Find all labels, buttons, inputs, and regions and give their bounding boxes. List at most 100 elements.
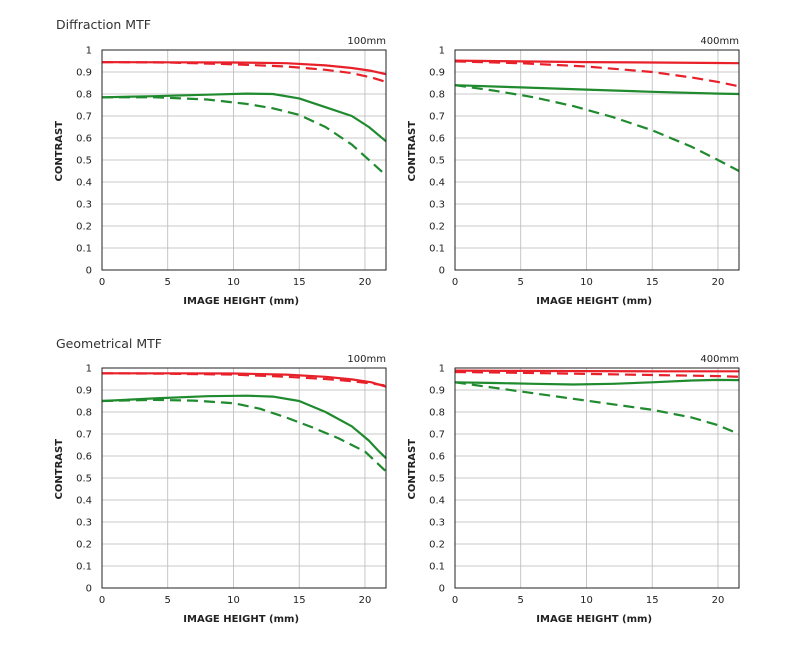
y-tick-label: 0.4 [429,496,445,507]
focal-length-label: 400mm [700,354,739,365]
y-tick-label: 1 [439,46,445,57]
y-tick-label: 0 [86,266,92,277]
focal-length-label: 100mm [347,36,386,47]
y-tick-label: 0.1 [76,562,92,573]
x-tick-label: 10 [580,595,593,606]
x-tick-label: 5 [165,595,171,606]
x-axis-label: IMAGE HEIGHT (mm) [183,296,299,307]
y-tick-label: 0.7 [429,112,445,123]
series-line-red-dashed [101,372,387,387]
y-tick-label: 0.2 [429,222,445,233]
plot-frame [101,49,387,271]
y-tick-label: 0.1 [76,244,92,255]
x-tick-label: 0 [452,277,458,288]
y-tick-label: 1 [86,364,92,375]
y-tick-label: 0 [86,584,92,595]
series-line-green-dashed [102,96,387,177]
series-line-green-dashed [454,381,740,436]
x-tick-label: 20 [712,277,725,288]
y-tick-label: 0 [439,584,445,595]
plot-frame [454,367,740,589]
y-tick-label: 0.2 [76,222,92,233]
x-tick-label: 15 [293,277,306,288]
y-tick-label: 0.6 [76,452,92,463]
x-axis-label: IMAGE HEIGHT (mm) [536,614,652,625]
x-tick-label: 15 [646,595,659,606]
series-line-red-dashed [101,61,387,83]
y-tick-label: 1 [439,364,445,375]
y-tick-label: 0.5 [429,474,445,485]
y-axis-label: CONTRAST [407,439,418,500]
series-line-red-dashed [454,60,740,88]
y-tick-label: 0.1 [429,244,445,255]
series-line-red-dashed [454,370,740,378]
y-tick-label: 0.7 [76,430,92,441]
series-line-red-solid [454,369,739,373]
mtf-chart-4: 00.10.20.30.40.50.60.70.80.910 5 10 15 20IMA… [407,354,740,625]
x-tick-label: 20 [359,595,372,606]
x-tick-label: 15 [646,277,659,288]
y-axis-label: CONTRAST [54,439,65,500]
x-tick-label: 10 [580,277,593,288]
x-tick-label: 0 [99,595,105,606]
y-tick-label: 0.4 [429,178,445,189]
y-tick-label: 0.7 [76,112,92,123]
x-tick-label: 5 [518,595,524,606]
x-axis-label: IMAGE HEIGHT (mm) [536,296,652,307]
y-tick-label: 0.8 [429,408,445,419]
x-tick-label: 0 [452,595,458,606]
series-line-red-solid [454,59,740,65]
mtf-chart-3: 00.10.20.30.40.50.60.70.80.910 5 10 15 20IMA… [54,354,387,625]
mtf-chart-1: 00.10.20.30.40.50.60.70.80.910 5 10 15 20IMA… [54,36,387,307]
y-tick-label: 0.4 [76,178,92,189]
y-tick-label: 0.6 [429,134,445,145]
y-tick-label: 0.3 [429,518,445,529]
series-line-green-dashed [454,84,740,172]
y-tick-label: 0.4 [76,496,92,507]
x-tick-label: 0 [99,277,105,288]
y-tick-label: 0 [439,266,445,277]
series-line-green-solid [101,394,387,459]
x-tick-label: 20 [359,277,372,288]
y-tick-label: 0.8 [76,408,92,419]
series-line-green-solid [454,378,740,386]
y-tick-label: 0.8 [76,90,92,101]
geometrical-mtf-title: Geometrical MTF [56,336,162,351]
diffraction-mtf-title: Diffraction MTF [56,17,151,32]
x-tick-label: 5 [165,277,171,288]
y-tick-label: 1 [86,46,92,57]
y-tick-label: 0.5 [76,156,92,167]
y-tick-label: 0.9 [76,386,92,397]
y-axis-label: CONTRAST [54,121,65,182]
y-tick-label: 0.3 [429,200,445,211]
y-tick-label: 0.3 [76,518,92,529]
y-tick-label: 0.2 [76,540,92,551]
series-line-green-dashed [101,398,387,473]
focal-length-label: 100mm [347,354,386,365]
y-tick-label: 0.5 [76,474,92,485]
y-tick-label: 0.9 [429,68,445,79]
x-axis-label: IMAGE HEIGHT (mm) [183,614,299,625]
y-tick-label: 0.8 [429,90,445,101]
y-tick-label: 0.6 [429,452,445,463]
y-tick-label: 0.7 [429,430,445,441]
mtf-chart-2: 00.10.20.30.40.50.60.70.80.910 5 10 15 20IMA… [407,36,740,307]
x-tick-label: 10 [227,595,240,606]
plot-frame [101,367,387,589]
y-tick-label: 0.9 [76,68,92,79]
x-tick-label: 10 [227,277,240,288]
y-tick-label: 0.5 [429,156,445,167]
series-line-green-solid [454,84,740,96]
y-tick-label: 0.6 [76,134,92,145]
plot-frame [454,49,740,271]
series-line-green-solid [101,92,387,143]
y-tick-label: 0.1 [429,562,445,573]
y-tick-label: 0.9 [429,386,445,397]
x-tick-label: 15 [293,595,306,606]
y-tick-label: 0.2 [429,540,445,551]
x-tick-label: 20 [712,595,725,606]
x-tick-label: 5 [518,277,524,288]
y-tick-label: 0.3 [76,200,92,211]
focal-length-label: 400mm [700,36,739,47]
